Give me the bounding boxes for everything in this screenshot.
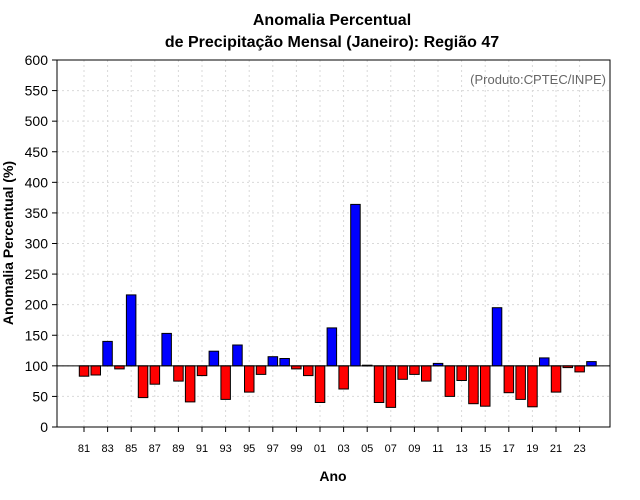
bar-2006 bbox=[373, 365, 385, 403]
bar-1996 bbox=[255, 365, 267, 375]
bar-2009 bbox=[409, 365, 420, 375]
y-tick-label: 400 bbox=[25, 174, 49, 190]
x-tick-label: 21 bbox=[550, 443, 562, 455]
bar-1988 bbox=[161, 332, 172, 367]
y-tick-label: 300 bbox=[25, 236, 49, 252]
x-tick-label: 81 bbox=[78, 443, 90, 455]
y-tick-label: 550 bbox=[25, 83, 49, 99]
x-axis: 81 83 85 87 89 91 93 95 97 99 01 03 05 07 09 11 13 15 17 19… bbox=[78, 427, 586, 455]
bar-2001 bbox=[314, 365, 326, 403]
bar-1987 bbox=[149, 365, 161, 385]
x-tick-label: 83 bbox=[101, 443, 113, 455]
y-tick-label: 100 bbox=[25, 358, 49, 374]
x-tick-label: 07 bbox=[385, 443, 397, 455]
bar-2003 bbox=[338, 365, 349, 390]
y-tick-label: 50 bbox=[32, 388, 48, 404]
bar-1983 bbox=[102, 340, 113, 367]
bar-1989 bbox=[173, 365, 184, 382]
bar-2017 bbox=[503, 365, 515, 394]
y-tick-label: 250 bbox=[25, 266, 49, 282]
x-tick-label: 91 bbox=[196, 443, 208, 455]
bar-2008 bbox=[397, 365, 408, 380]
bar-1995 bbox=[244, 365, 255, 393]
x-tick-label: 09 bbox=[408, 443, 420, 455]
x-tick-label: 99 bbox=[290, 443, 302, 455]
y-tick-label: 200 bbox=[25, 297, 49, 313]
x-tick-label: 13 bbox=[455, 443, 467, 455]
x-tick-label: 01 bbox=[314, 443, 326, 455]
bar-2015 bbox=[480, 365, 491, 407]
bar-2012 bbox=[444, 365, 456, 397]
bar-2023 bbox=[574, 365, 585, 373]
x-tick-label: 95 bbox=[243, 443, 255, 455]
bar-1993 bbox=[220, 365, 231, 400]
x-tick-label: 89 bbox=[172, 443, 184, 455]
bar-2000 bbox=[303, 365, 314, 377]
bar-1990 bbox=[184, 365, 196, 403]
bar-1991 bbox=[196, 365, 208, 377]
bar-1981 bbox=[78, 365, 90, 377]
x-tick-label: 11 bbox=[432, 443, 443, 455]
y-tick-label: 500 bbox=[25, 113, 49, 129]
bar-2021 bbox=[550, 365, 562, 393]
bar-2002 bbox=[326, 327, 338, 367]
bar-2016 bbox=[491, 307, 503, 367]
bars bbox=[78, 203, 597, 408]
bar-2007 bbox=[385, 365, 397, 408]
x-tick-label: 85 bbox=[125, 443, 137, 455]
x-tick-label: 97 bbox=[267, 443, 279, 455]
y-tick-label: 600 bbox=[25, 52, 49, 68]
bar-2019 bbox=[527, 365, 538, 408]
bar-1998 bbox=[279, 358, 290, 367]
y-axis-title: Anomalia Percentual (%) bbox=[0, 161, 16, 325]
bar-2014 bbox=[468, 365, 479, 405]
x-tick-label: 15 bbox=[479, 443, 491, 455]
bar-1982 bbox=[90, 365, 101, 376]
y-tick-label: 350 bbox=[25, 205, 49, 221]
bar-1985 bbox=[125, 294, 137, 367]
bar-2010 bbox=[421, 365, 432, 382]
bar-1992 bbox=[208, 350, 220, 367]
x-tick-label: 05 bbox=[361, 443, 373, 455]
x-tick-label: 93 bbox=[219, 443, 231, 455]
credit-label: (Produto:CPTEC/INPE) bbox=[470, 72, 606, 87]
x-tick-label: 19 bbox=[526, 443, 538, 455]
bar-1994 bbox=[232, 344, 243, 367]
x-tick-label: 03 bbox=[337, 443, 349, 455]
y-tick-label: 150 bbox=[25, 327, 49, 343]
chart-title-line2: de Precipitação Mensal (Janeiro): Região… bbox=[165, 34, 499, 51]
y-tick-label: 0 bbox=[40, 419, 48, 435]
bar-2020 bbox=[539, 357, 550, 367]
bar-1986 bbox=[137, 365, 149, 399]
bar-2024 bbox=[586, 361, 597, 367]
bar-2018 bbox=[515, 365, 526, 400]
x-tick-label: 87 bbox=[149, 443, 161, 455]
x-axis-title: Ano bbox=[319, 468, 346, 484]
x-tick-label: 17 bbox=[503, 443, 515, 455]
bar-1997 bbox=[267, 356, 279, 367]
y-tick-label: 450 bbox=[25, 144, 49, 160]
bar-2013 bbox=[456, 365, 467, 381]
bar-2004 bbox=[350, 203, 361, 367]
x-tick-label: 23 bbox=[573, 443, 585, 455]
y-axis: 0 50 100 150 200 250 300 350 400 450 500 550 600 bbox=[25, 52, 57, 435]
chart-title-line1: Anomalia Percentual bbox=[253, 12, 411, 29]
